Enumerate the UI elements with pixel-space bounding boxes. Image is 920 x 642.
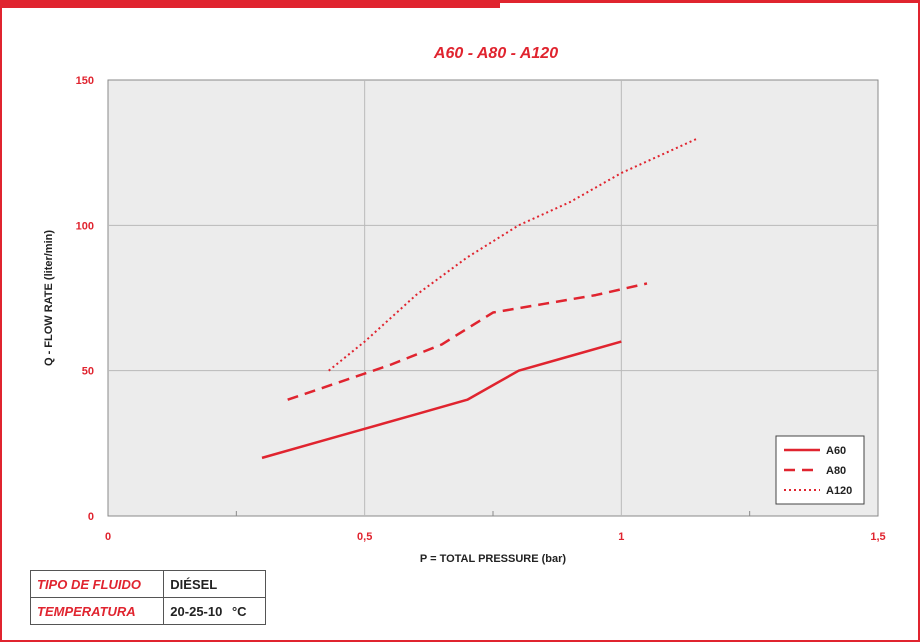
top-accent-bar	[0, 0, 500, 8]
x-tick-label: 0	[105, 531, 111, 543]
temperature-value-cell: 20-25-10 °C	[163, 597, 266, 625]
y-tick-label: 150	[76, 75, 94, 87]
grid-lines	[108, 80, 878, 516]
x-tick-label: 1,5	[870, 531, 885, 543]
series-lines	[261, 137, 699, 460]
y-tick-label: 50	[82, 366, 94, 378]
temperature-row: TEMPERATURA 20-25-10 °C	[29, 597, 266, 625]
fluid-type-value: DIÉSEL	[163, 570, 266, 598]
legend-label-a120: A120	[826, 485, 852, 497]
top-accent-line	[500, 0, 920, 3]
temperature-unit: °C	[231, 603, 247, 619]
flow-rate-chart: A60 - A80 - A120 0 0,5 1 1,5 0 50 100 150 P = …	[43, 45, 886, 565]
fluid-info-table: TIPO DE FLUIDO DIÉSEL TEMPERATURA 20-25-…	[29, 570, 266, 625]
x-axis-label: P = TOTAL PRESSURE (bar)	[420, 553, 567, 565]
temperature-label: TEMPERATURA	[29, 597, 165, 625]
fluid-type-label: TIPO DE FLUIDO	[29, 570, 165, 598]
temperature-value: 20-25-10	[170, 603, 223, 619]
legend: A60 A80 A120	[775, 435, 865, 505]
fluid-row: TIPO DE FLUIDO DIÉSEL	[29, 570, 266, 598]
legend-box	[775, 435, 865, 505]
plot-area	[107, 79, 879, 517]
chart-title: A60 - A80 - A120	[433, 45, 558, 62]
series-line-a80	[287, 282, 648, 401]
y-axis-ticks: 0 50 100 150	[76, 75, 94, 523]
legend-label-a60: A60	[826, 445, 846, 457]
y-axis-label: Q - FLOW RATE (liter/min)	[43, 230, 55, 366]
x-tick-label: 1	[618, 531, 624, 543]
series-line-a60	[261, 340, 622, 460]
x-tick-label: 0,5	[357, 531, 372, 543]
y-tick-label: 100	[76, 220, 94, 232]
y-tick-label: 0	[88, 511, 94, 523]
legend-label-a80: A80	[826, 465, 846, 477]
x-axis-ticks: 0 0,5 1 1,5	[105, 531, 886, 543]
